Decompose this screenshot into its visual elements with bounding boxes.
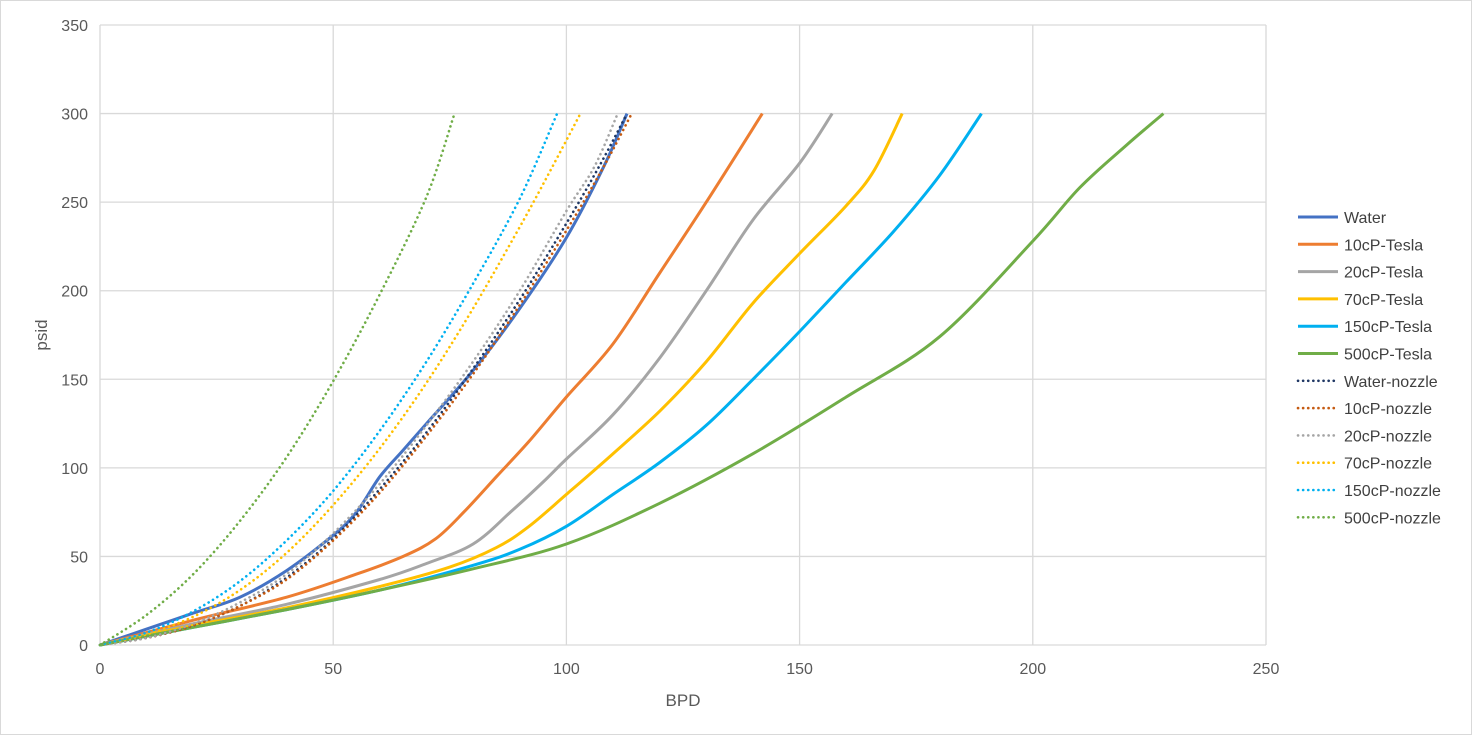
- legend-item-150cp-tesla: 150cP-Tesla: [1298, 319, 1432, 336]
- legend-item-water-nozzle: Water-nozzle: [1296, 374, 1438, 391]
- series-line-10cp-tesla: [99, 112, 764, 647]
- series-line-20cp-nozzle: [98, 112, 619, 647]
- legend-label: 150cP-Tesla: [1344, 319, 1432, 336]
- series-line-500cp-nozzle: [98, 112, 456, 647]
- x-tick-label: 0: [96, 661, 105, 678]
- x-tick-label: 100: [553, 661, 580, 678]
- legend-item-500cp-nozzle: 500cP-nozzle: [1296, 510, 1441, 527]
- legend-item-20cp-nozzle: 20cP-nozzle: [1296, 428, 1432, 445]
- y-tick-label: 50: [70, 549, 88, 566]
- legend-label: Water-nozzle: [1344, 374, 1438, 391]
- legend-label: Water: [1344, 210, 1387, 227]
- y-tick-label: 0: [79, 638, 88, 655]
- y-tick-label: 100: [61, 461, 88, 478]
- gridlines: [99, 24, 1267, 646]
- y-tick-label: 250: [61, 195, 88, 212]
- series-line-10cp-nozzle: [98, 112, 633, 647]
- y-tick-label: 150: [61, 372, 88, 389]
- legend-item-water: Water: [1298, 210, 1387, 227]
- legend-item-10cp-nozzle: 10cP-nozzle: [1296, 401, 1432, 418]
- legend: Water 10cP-Tesla 20cP-Tesla 70cP-Tesla 150cP…: [1296, 210, 1441, 527]
- x-tick-label: 200: [1019, 661, 1046, 678]
- series-line-150cp-nozzle: [98, 112, 559, 647]
- legend-label: 70cP-nozzle: [1344, 456, 1432, 473]
- y-tick-label: 200: [61, 284, 88, 301]
- legend-item-20cp-tesla: 20cP-Tesla: [1298, 265, 1423, 282]
- x-tick-label: 150: [786, 661, 813, 678]
- x-axis-tick-labels: 0 50 100 150 200 250: [96, 661, 1280, 678]
- legend-label: 20cP-Tesla: [1344, 265, 1423, 282]
- y-axis-title: psid: [32, 319, 51, 350]
- x-tick-label: 50: [324, 661, 342, 678]
- x-axis-title: BPD: [666, 691, 701, 710]
- series-line-70cp-tesla: [99, 112, 904, 647]
- series-lines: [98, 112, 1165, 647]
- legend-label: 500cP-Tesla: [1344, 347, 1432, 364]
- legend-item-70cp-tesla: 70cP-Tesla: [1298, 292, 1423, 309]
- y-tick-label: 300: [61, 107, 88, 124]
- legend-label: 10cP-Tesla: [1344, 237, 1423, 254]
- legend-item-500cp-tesla: 500cP-Tesla: [1298, 347, 1432, 364]
- y-axis-tick-labels: 0 50 100 150 200 250 300 350: [61, 18, 88, 655]
- x-tick-label: 250: [1253, 661, 1280, 678]
- legend-item-150cp-nozzle: 150cP-nozzle: [1296, 483, 1441, 500]
- series-line-500cp-tesla: [99, 112, 1165, 647]
- legend-label: 10cP-nozzle: [1344, 401, 1432, 418]
- legend-label: 70cP-Tesla: [1344, 292, 1423, 309]
- y-tick-label: 350: [61, 18, 88, 35]
- legend-item-70cp-nozzle: 70cP-nozzle: [1296, 456, 1432, 473]
- series-line-70cp-nozzle: [98, 112, 582, 647]
- legend-label: 500cP-nozzle: [1344, 510, 1441, 527]
- series-line-20cp-tesla: [99, 112, 834, 647]
- legend-label: 20cP-nozzle: [1344, 428, 1432, 445]
- legend-item-10cp-tesla: 10cP-Tesla: [1298, 237, 1423, 254]
- legend-label: 150cP-nozzle: [1344, 483, 1441, 500]
